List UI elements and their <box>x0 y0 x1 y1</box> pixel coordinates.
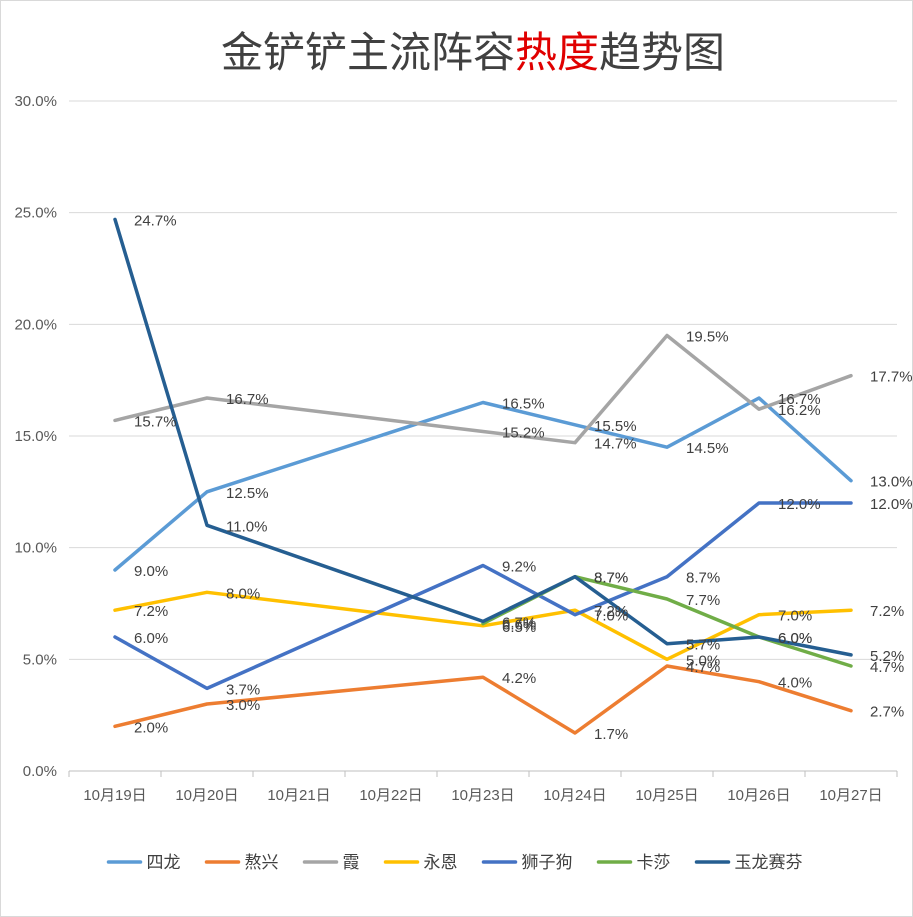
x-tick-label: 10月20日 <box>175 787 238 804</box>
data-label: 4.0% <box>778 675 812 692</box>
series-line <box>113 590 853 662</box>
data-label: 7.0% <box>778 608 812 625</box>
data-label: 6.5% <box>502 619 536 636</box>
data-label: 12.0% <box>870 496 912 513</box>
series-line <box>113 333 853 445</box>
x-tick-label: 10月24日 <box>543 787 606 804</box>
data-label: 14.5% <box>686 440 729 457</box>
data-label: 13.0% <box>870 474 912 491</box>
data-label: 12.5% <box>226 485 269 502</box>
data-label: 14.7% <box>594 436 637 453</box>
legend-entry: 霞 <box>343 853 360 873</box>
data-label: 6.0% <box>778 630 812 647</box>
chart-title: 金铲铲主流阵容热度趋势图 <box>221 28 725 77</box>
data-label: 11.0% <box>226 518 267 535</box>
data-label: 16.7% <box>778 391 821 408</box>
legend-entry: 狮子狗 <box>522 853 573 873</box>
series-line <box>113 396 853 572</box>
data-labels: 9.0% 12.5% 16.5% 15.5% 14.5% 16.7% 13.0% 2.0% 3.… <box>134 212 912 743</box>
title-part-1: 金铲铲主流阵容 <box>221 28 515 77</box>
data-label: 3.7% <box>226 681 260 698</box>
data-label: 4.7% <box>686 659 720 676</box>
data-label: 4.7% <box>870 659 904 676</box>
data-label: 6.7% <box>502 614 536 631</box>
data-label: 8.0% <box>226 585 260 602</box>
legend-entry: 卡莎 <box>637 853 671 873</box>
legend-entry: 熬兴 <box>245 852 279 873</box>
legend-entry: 四龙 <box>147 853 181 873</box>
data-label: 8.7% <box>594 570 628 587</box>
data-label: 6.6% <box>502 617 536 634</box>
data-label: 5.2% <box>870 648 904 665</box>
data-label: 7.2% <box>594 603 628 620</box>
y-tick-label: 20.0% <box>14 316 57 333</box>
x-tick-label: 10月26日 <box>727 787 790 804</box>
data-label: 7.2% <box>870 603 904 620</box>
data-label: 9.0% <box>134 563 168 580</box>
x-tick-label: 10月19日 <box>83 787 146 804</box>
series-lines <box>113 217 853 735</box>
legend-entry: 玉龙赛芬 <box>735 852 803 873</box>
x-tick-label: 10月23日 <box>451 787 514 804</box>
gridlines <box>69 100 897 772</box>
y-tick-label: 5.0% <box>23 651 57 668</box>
data-label: 17.7% <box>870 369 912 386</box>
title-part-2: 热度 <box>515 28 599 77</box>
data-label: 6.0% <box>778 630 812 647</box>
data-label: 16.7% <box>226 391 269 408</box>
title-part-3: 趋势图 <box>599 28 725 77</box>
data-label: 7.2% <box>134 603 168 620</box>
legend-entry: 永恩 <box>424 853 458 873</box>
x-tick-label: 10月21日 <box>267 787 330 804</box>
y-tick-label: 30.0% <box>14 93 57 110</box>
data-label: 5.7% <box>686 637 720 654</box>
y-tick-label: 0.0% <box>23 763 57 780</box>
data-label: 8.7% <box>686 570 720 587</box>
data-label: 2.7% <box>870 704 904 721</box>
data-label: 1.7% <box>594 726 628 743</box>
data-label: 24.7% <box>134 212 177 229</box>
data-label: 5.0% <box>686 652 720 669</box>
data-label: 9.2% <box>502 559 536 576</box>
data-label: 12.0% <box>778 496 821 513</box>
data-label: 7.0% <box>594 608 628 625</box>
data-label: 8.7% <box>594 570 628 587</box>
data-label: 3.0% <box>226 697 260 714</box>
data-label: 15.7% <box>134 413 177 430</box>
series-line <box>113 501 853 691</box>
data-label: 16.2% <box>778 402 821 419</box>
x-tick-label: 10月27日 <box>819 787 882 804</box>
data-label: 19.5% <box>686 329 729 346</box>
data-label: 7.7% <box>686 592 720 609</box>
data-label: 2.0% <box>134 719 168 736</box>
y-tick-label: 10.0% <box>14 540 57 557</box>
data-label: 15.5% <box>594 418 637 435</box>
y-axis: 0.0% 5.0% 10.0% 15.0% 20.0% 25.0% 30.0% <box>14 93 57 780</box>
legend: 四龙 熬兴 霞 永恩 狮子狗 卡莎 玉龙赛芬 <box>106 852 803 873</box>
data-label: 4.2% <box>502 670 536 687</box>
x-axis: 10月19日 10月20日 10月21日 10月22日 10月23日 10月24日 10月2… <box>68 770 898 804</box>
data-label: 15.2% <box>502 425 545 442</box>
x-tick-label: 10月22日 <box>359 787 422 804</box>
data-label: 6.0% <box>134 630 168 647</box>
y-tick-label: 25.0% <box>14 205 57 222</box>
series-line <box>113 664 853 735</box>
x-tick-label: 10月25日 <box>635 787 698 804</box>
series-line <box>113 217 853 657</box>
y-tick-label: 15.0% <box>14 428 57 445</box>
data-label: 16.5% <box>502 396 545 413</box>
